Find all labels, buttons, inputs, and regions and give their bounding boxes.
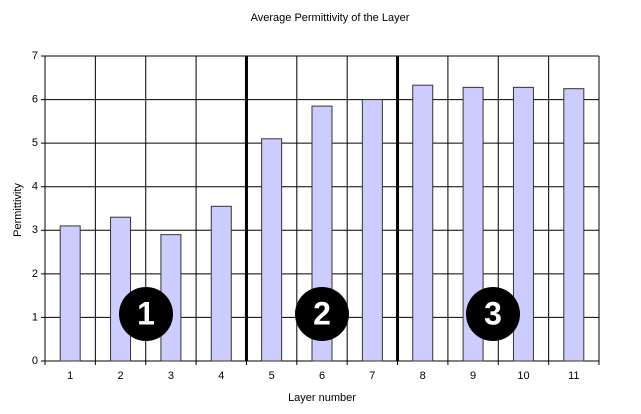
region-number: 1 — [137, 295, 155, 331]
bar — [59, 225, 81, 362]
x-tick-label: 1 — [67, 370, 73, 382]
x-tick-label: 10 — [517, 370, 529, 382]
bar — [261, 138, 283, 362]
y-tick-label: 0 — [32, 355, 38, 367]
x-tick-label: 8 — [420, 370, 426, 382]
region-number: 3 — [484, 295, 502, 331]
y-tick-label: 4 — [32, 181, 38, 193]
x-tick-label: 9 — [470, 370, 476, 382]
y-tick-label: 6 — [32, 93, 38, 105]
bar — [361, 99, 383, 362]
bar — [210, 205, 232, 362]
y-tick-label: 7 — [32, 50, 38, 62]
x-tick-label: 6 — [319, 370, 325, 382]
bar — [412, 84, 434, 362]
x-tick-label: 11 — [568, 370, 579, 382]
y-axis-label: Permittivity — [12, 183, 24, 237]
region-badge — [295, 287, 349, 341]
y-tick-label: 3 — [32, 224, 38, 236]
bar — [563, 88, 585, 362]
region-number: 2 — [313, 295, 331, 331]
x-tick-label: 2 — [117, 370, 123, 382]
x-tick-label: 3 — [168, 370, 174, 382]
x-tick-label: 7 — [369, 370, 375, 382]
bar — [110, 216, 132, 362]
chart-title: Average Permittivity of the Layer — [251, 12, 410, 24]
x-axis-label: Layer number — [288, 392, 356, 404]
x-tick-label: 4 — [218, 370, 224, 382]
y-tick-label: 5 — [32, 137, 38, 149]
x-tick-label: 5 — [269, 370, 275, 382]
region-badge — [466, 287, 520, 341]
region-badge — [119, 287, 173, 341]
y-tick-label: 2 — [32, 268, 38, 280]
y-tick-label: 1 — [32, 311, 38, 323]
bar — [512, 86, 534, 362]
